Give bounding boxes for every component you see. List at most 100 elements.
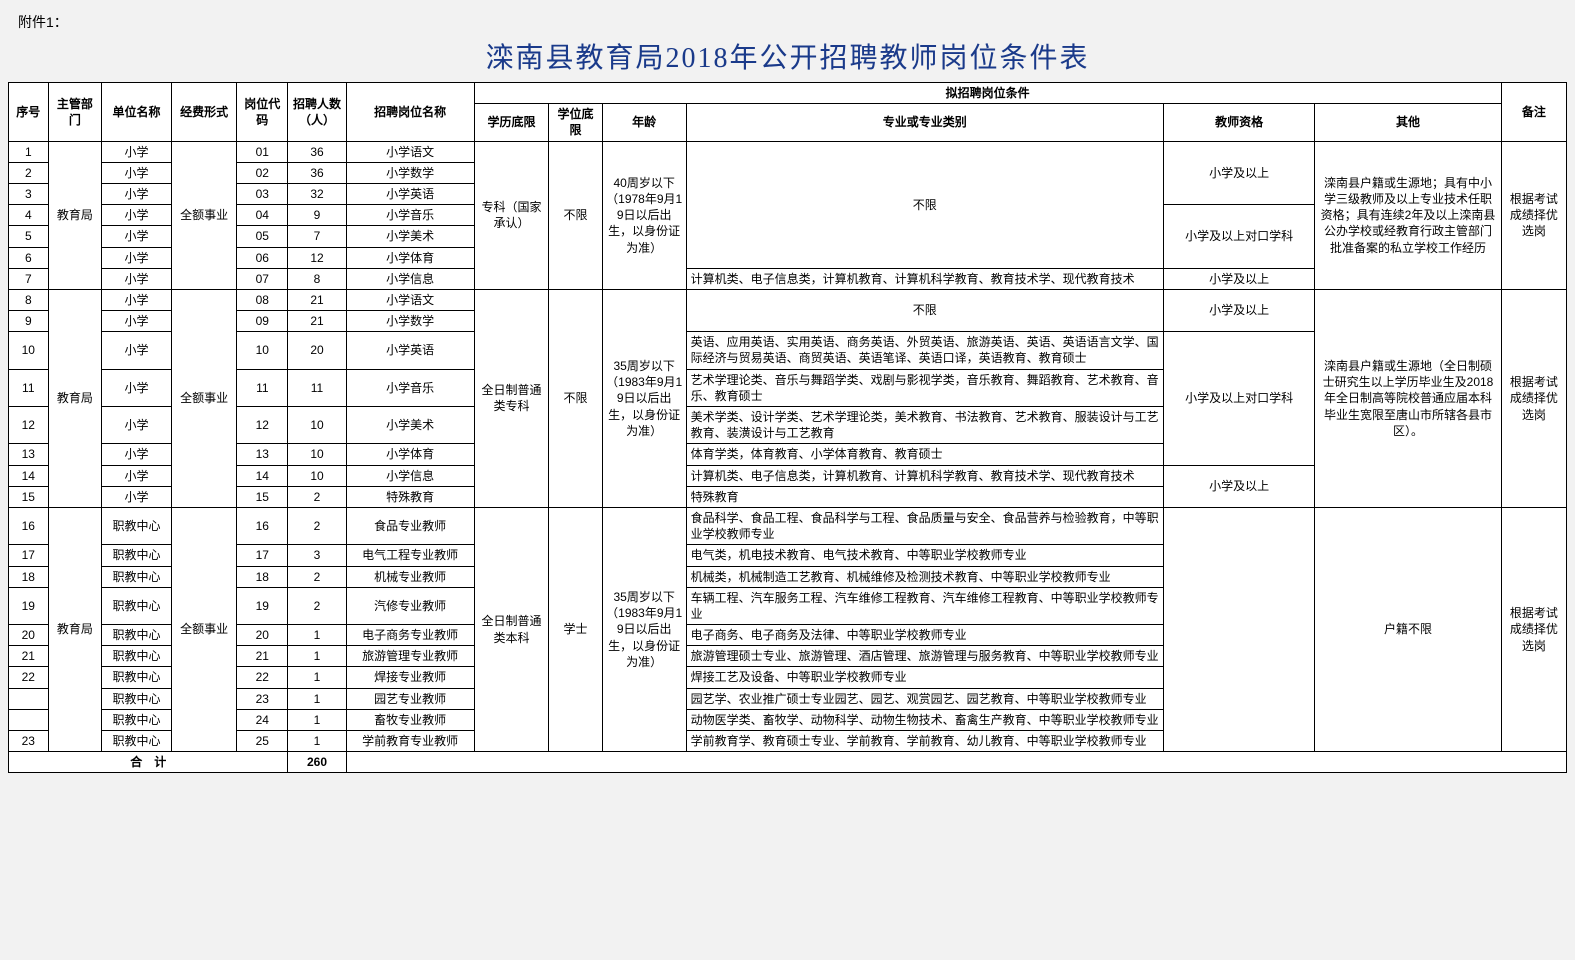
cell-idx: 12 [9,407,49,444]
cell-idx: 16 [9,507,49,544]
cell-num: 1 [288,688,346,709]
cell-major: 动物医学类、畜牧学、动物科学、动物生物技术、畜禽生产教育、中等职业学校教师专业 [686,709,1163,730]
cell-num: 21 [288,289,346,310]
cell-idx: 9 [9,311,49,332]
cell-idx: 8 [9,289,49,310]
cell-cert: 小学及以上 [1163,268,1314,289]
cell-major: 计算机类、电子信息类，计算机教育、计算机科学教育、教育技术学、现代教育技术 [686,465,1163,486]
col-edu: 学历底限 [474,104,549,141]
cell-pos: 小学数学 [346,162,474,183]
cell-major: 不限 [686,289,1163,331]
cell-major: 车辆工程、汽车服务工程、汽车维修工程教育、汽车维修工程教育、中等职业学校教师专业 [686,587,1163,624]
cell-major: 焊接工艺及设备、中等职业学校教师专业 [686,667,1163,688]
cell-num: 12 [288,247,346,268]
cell-pos: 小学体育 [346,444,474,465]
cell-major: 艺术学理论类、音乐与舞蹈学类、戏剧与影视学类，音乐教育、舞蹈教育、艺术教育、音乐… [686,369,1163,406]
cell-unit: 职教中心 [102,566,172,587]
cell-pos: 电气工程专业教师 [346,545,474,566]
cell-dept: 教育局 [48,289,102,507]
cell-num: 2 [288,507,346,544]
cell-num: 3 [288,545,346,566]
cell-idx: 21 [9,646,49,667]
cell-major: 电子商务、电子商务及法律、中等职业学校教师专业 [686,625,1163,646]
cell-idx: 17 [9,545,49,566]
cell-pos: 园艺专业教师 [346,688,474,709]
cell-unit: 职教中心 [102,625,172,646]
cell-unit: 小学 [102,247,172,268]
table-row: 1教育局小学全额事业0136小学语文专科（国家承认）不限40周岁以下（1978年… [9,141,1567,162]
cell-note: 根据考试成绩择优选岗 [1501,289,1566,507]
cell-major: 特殊教育 [686,486,1163,507]
cell-cert: 小学及以上对口学科 [1163,205,1314,269]
cell-fund: 全额事业 [171,507,236,751]
cell-num: 10 [288,407,346,444]
col-code: 岗位代码 [237,83,288,142]
cell-pos: 小学音乐 [346,205,474,226]
cell-num: 9 [288,205,346,226]
total-label: 合 计 [9,752,288,773]
cell-deg: 不限 [549,141,603,289]
cell-dept: 教育局 [48,141,102,289]
cell-code: 23 [237,688,288,709]
cell-major: 园艺学、农业推广硕士专业园艺、园艺、观赏园艺、园艺教育、中等职业学校教师专业 [686,688,1163,709]
cell-unit: 职教中心 [102,545,172,566]
cell-other: 滦南县户籍或生源地（全日制硕士研究生以上学历毕业生及2018年全日制高等院校普通… [1315,289,1501,507]
col-fund: 经费形式 [171,83,236,142]
cell-pos: 小学音乐 [346,369,474,406]
attachment-label: 附件1： [18,12,1567,32]
cell-num: 2 [288,566,346,587]
cell-code: 08 [237,289,288,310]
col-note: 备注 [1501,83,1566,142]
cell-pos: 小学数学 [346,311,474,332]
cell-unit: 小学 [102,311,172,332]
cell-code: 07 [237,268,288,289]
cell-pos: 小学信息 [346,268,474,289]
cell-num: 21 [288,311,346,332]
cell-unit: 小学 [102,332,172,369]
table-row: 16教育局职教中心全额事业162食品专业教师全日制普通类本科学士35周岁以下（1… [9,507,1567,544]
cell-idx: 2 [9,162,49,183]
cell-unit: 职教中心 [102,688,172,709]
cell-pos: 小学美术 [346,226,474,247]
cell-num: 11 [288,369,346,406]
cell-code: 15 [237,486,288,507]
cell-pos: 小学英语 [346,332,474,369]
cell-num: 10 [288,444,346,465]
cell-idx: 22 [9,667,49,688]
cell-code: 09 [237,311,288,332]
cell-idx: 13 [9,444,49,465]
page-title: 滦南县教育局2018年公开招聘教师岗位条件表 [8,36,1567,76]
cell-other: 户籍不限 [1315,507,1501,751]
cell-deg: 学士 [549,507,603,751]
cell-note: 根据考试成绩择优选岗 [1501,507,1566,751]
cell-code: 02 [237,162,288,183]
col-req-group: 拟招聘岗位条件 [474,83,1501,104]
cell-cert: 小学及以上 [1163,289,1314,331]
cell-idx: 1 [9,141,49,162]
cell-pos: 小学体育 [346,247,474,268]
cell-pos: 焊接专业教师 [346,667,474,688]
cell-num: 1 [288,709,346,730]
cell-idx: 19 [9,587,49,624]
cell-pos: 小学信息 [346,465,474,486]
cell-idx: 4 [9,205,49,226]
col-dept: 主管部门 [48,83,102,142]
cell-unit: 小学 [102,141,172,162]
cell-age: 35周岁以下（1983年9月19日以后出生，以身份证为准） [602,289,686,507]
cell-num: 1 [288,646,346,667]
cell-fund: 全额事业 [171,289,236,507]
cell-major: 计算机类、电子信息类，计算机教育、计算机科学教育、教育技术学、现代教育技术 [686,268,1163,289]
cell-code: 19 [237,587,288,624]
cell-code: 10 [237,332,288,369]
cell-pos: 特殊教育 [346,486,474,507]
cell-num: 1 [288,667,346,688]
cell-idx: 18 [9,566,49,587]
cell-code: 25 [237,731,288,752]
cell-unit: 职教中心 [102,731,172,752]
col-cert: 教师资格 [1163,104,1314,141]
cell-unit: 小学 [102,465,172,486]
cell-edu: 全日制普通类本科 [474,507,549,751]
cell-unit: 小学 [102,183,172,204]
cell-unit: 小学 [102,226,172,247]
header-row-1: 序号 主管部门 单位名称 经费形式 岗位代码 招聘人数（人） 招聘岗位名称 拟招… [9,83,1567,104]
